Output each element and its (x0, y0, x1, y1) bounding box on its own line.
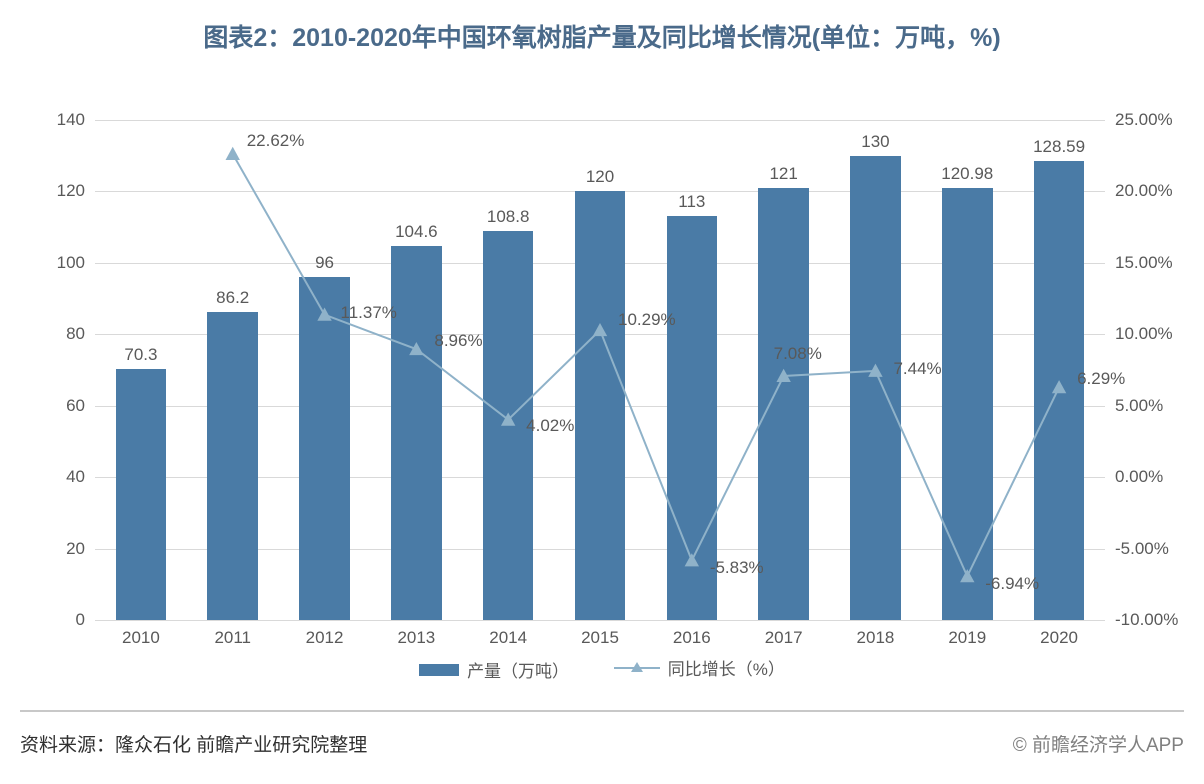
x-tick-label: 2011 (193, 628, 273, 648)
y-right-tick: 5.00% (1115, 396, 1163, 416)
legend-item-bar: 产量（万吨） (419, 657, 569, 682)
watermark-label: © 前瞻经济学人APP (1013, 730, 1184, 757)
y-right-tick: -10.00% (1115, 610, 1178, 630)
y-left-tick: 0 (76, 610, 85, 630)
bar-value-label: 120.98 (927, 164, 1007, 184)
bar (391, 246, 442, 620)
bar-value-label: 113 (652, 192, 732, 212)
x-tick-label: 2012 (285, 628, 365, 648)
x-tick-label: 2018 (835, 628, 915, 648)
grid-line (95, 620, 1105, 621)
line-value-label: 10.29% (618, 310, 676, 330)
x-tick-label: 2013 (376, 628, 456, 648)
bar-value-label: 96 (285, 253, 365, 273)
legend-line-label: 同比增长（%） (668, 655, 785, 680)
bar (1034, 161, 1085, 620)
line-value-label: 6.29% (1077, 369, 1125, 389)
bar-value-label: 120 (560, 167, 640, 187)
bar-value-label: 70.3 (101, 345, 181, 365)
bar (942, 188, 993, 620)
line-value-label: 7.08% (774, 344, 822, 364)
x-tick-label: 2016 (652, 628, 732, 648)
bar-value-label: 86.2 (193, 288, 273, 308)
bar-value-label: 121 (744, 164, 824, 184)
plot-area: 020406080100120140-10.00%-5.00%0.00%5.00… (95, 120, 1105, 620)
line-value-label: 7.44% (893, 359, 941, 379)
bar-value-label: 128.59 (1019, 137, 1099, 157)
y-left-tick: 40 (66, 467, 85, 487)
legend-bar-swatch (419, 664, 459, 676)
legend-bar-label: 产量（万吨） (467, 657, 569, 682)
y-left-tick: 100 (57, 253, 85, 273)
x-tick-label: 2019 (927, 628, 1007, 648)
bar (299, 277, 350, 620)
y-right-tick: 25.00% (1115, 110, 1173, 130)
y-left-tick: 80 (66, 324, 85, 344)
bar (207, 312, 258, 620)
chart-container: 图表2：2010-2020年中国环氧树脂产量及同比增长情况(单位：万吨，%) 0… (0, 0, 1204, 784)
x-tick-label: 2015 (560, 628, 640, 648)
x-tick-label: 2017 (744, 628, 824, 648)
line-value-label: -5.83% (710, 558, 764, 578)
bar (758, 188, 809, 620)
y-left-tick: 20 (66, 539, 85, 559)
line-value-label: 4.02% (526, 416, 574, 436)
y-right-tick: 10.00% (1115, 324, 1173, 344)
y-left-tick: 60 (66, 396, 85, 416)
y-right-tick: 20.00% (1115, 181, 1173, 201)
legend-item-line: 同比增长（%） (614, 655, 785, 680)
y-right-tick: 0.00% (1115, 467, 1163, 487)
grid-line (95, 120, 1105, 121)
divider (20, 710, 1184, 712)
y-right-tick: -5.00% (1115, 539, 1169, 559)
chart-title: 图表2：2010-2020年中国环氧树脂产量及同比增长情况(单位：万吨，%) (0, 18, 1204, 54)
source-label: 资料来源：隆众石化 前瞻产业研究院整理 (20, 730, 367, 757)
legend: 产量（万吨） 同比增长（%） (0, 655, 1204, 682)
bar-value-label: 108.8 (468, 207, 548, 227)
line-value-label: 8.96% (434, 331, 482, 351)
bar (575, 191, 626, 620)
bar-value-label: 104.6 (376, 222, 456, 242)
line-value-label: 11.37% (341, 303, 397, 323)
line-value-label: 22.62% (247, 131, 305, 151)
bar-value-label: 130 (835, 132, 915, 152)
y-left-tick: 120 (57, 181, 85, 201)
x-tick-label: 2014 (468, 628, 548, 648)
line-value-label: -6.94% (985, 574, 1039, 594)
x-tick-label: 2020 (1019, 628, 1099, 648)
y-left-tick: 140 (57, 110, 85, 130)
bar (116, 369, 167, 620)
legend-line-swatch (614, 660, 660, 676)
bar (850, 156, 901, 620)
x-tick-label: 2010 (101, 628, 181, 648)
y-right-tick: 15.00% (1115, 253, 1173, 273)
